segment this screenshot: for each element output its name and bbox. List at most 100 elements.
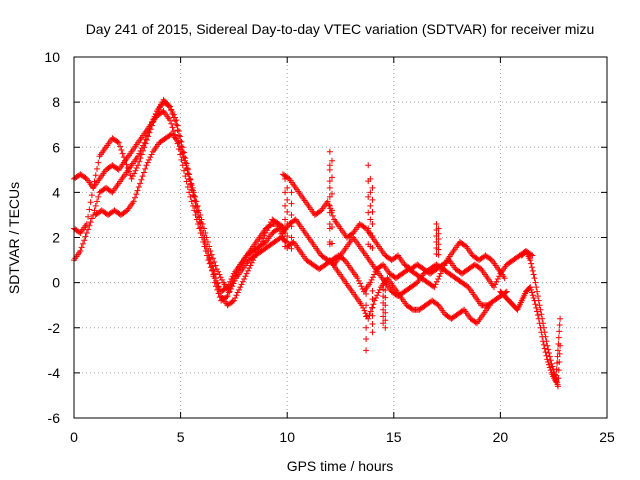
data-point [527, 257, 534, 264]
data-point [326, 166, 333, 173]
data-point [542, 349, 549, 356]
data-point [367, 216, 374, 223]
data-point [229, 298, 236, 305]
data-point [548, 360, 555, 367]
data-point [77, 248, 84, 255]
data-point [372, 294, 379, 301]
data-point [261, 239, 268, 246]
x-axis-label: GPS time / hours [287, 458, 394, 474]
data-point [546, 364, 553, 371]
data-point [140, 169, 147, 176]
data-point [328, 223, 335, 230]
data-point [329, 212, 336, 219]
data-point [264, 227, 271, 234]
data-point [79, 240, 86, 247]
data-point [176, 143, 183, 150]
data-point [529, 252, 536, 259]
data-point [363, 302, 370, 309]
data-point [284, 220, 291, 227]
data-point [282, 175, 289, 182]
data-point [535, 297, 542, 304]
data-point [183, 162, 190, 169]
data-point [195, 207, 202, 214]
data-point [76, 229, 83, 236]
data-point [360, 304, 367, 311]
data-point [211, 270, 218, 277]
data-point [150, 118, 157, 125]
data-point [236, 286, 243, 293]
data-point [412, 280, 419, 287]
data-point [184, 166, 191, 173]
data-point [261, 232, 268, 239]
data-point [161, 98, 168, 105]
data-point [324, 198, 331, 205]
data-point [282, 238, 289, 245]
data-point [108, 188, 115, 195]
data-point [540, 324, 547, 331]
data-point [527, 284, 534, 291]
data-point [369, 329, 376, 336]
data-point [148, 151, 155, 158]
data-point [541, 329, 548, 336]
data-point [328, 157, 335, 164]
data-point [141, 144, 148, 151]
data-point [551, 371, 558, 378]
data-point [372, 268, 379, 275]
data-point [556, 322, 563, 329]
data-point [532, 279, 539, 286]
data-point [189, 184, 196, 191]
data-point [199, 220, 206, 227]
data-point [534, 288, 541, 295]
data-point [169, 109, 176, 116]
data-point [501, 275, 508, 282]
data-point [85, 226, 92, 233]
data-point [291, 217, 298, 224]
data-point [168, 106, 175, 113]
data-point [326, 178, 333, 185]
data-point [546, 353, 553, 360]
data-point [185, 171, 192, 178]
data-point [491, 284, 498, 291]
x-tick-label: 10 [279, 429, 295, 445]
data-point [227, 285, 234, 292]
data-point [218, 276, 225, 283]
data-point [549, 363, 556, 370]
data-point [215, 268, 222, 275]
data-point [198, 216, 205, 223]
data-point [555, 367, 562, 374]
data-point [382, 294, 389, 301]
data-point [266, 221, 273, 228]
y-tick-label: 0 [52, 275, 60, 291]
data-point [149, 122, 156, 129]
data-point [226, 288, 233, 295]
data-point [464, 283, 471, 290]
data-point [238, 281, 245, 288]
data-point [544, 342, 551, 349]
data-point [182, 173, 189, 180]
data-point [204, 239, 211, 246]
data-point [380, 320, 387, 327]
data-point [440, 265, 447, 272]
data-point [173, 117, 180, 124]
data-point [367, 189, 374, 196]
grid [74, 57, 607, 418]
data-point [183, 178, 190, 185]
data-point [555, 375, 562, 382]
data-point [442, 259, 449, 266]
data-point [284, 184, 291, 191]
data-point [215, 290, 222, 297]
data-point [326, 202, 333, 209]
data-point [190, 189, 197, 196]
data-point [146, 156, 153, 163]
data-point [432, 281, 439, 288]
data-point [95, 193, 102, 200]
data-point [538, 311, 545, 318]
data-point [371, 271, 378, 278]
data-point [536, 302, 543, 309]
data-point [83, 229, 90, 236]
data-point [284, 245, 291, 252]
data-point [433, 278, 440, 285]
data-point [534, 293, 541, 300]
data-point [374, 292, 381, 299]
series-track-8 [326, 257, 493, 327]
